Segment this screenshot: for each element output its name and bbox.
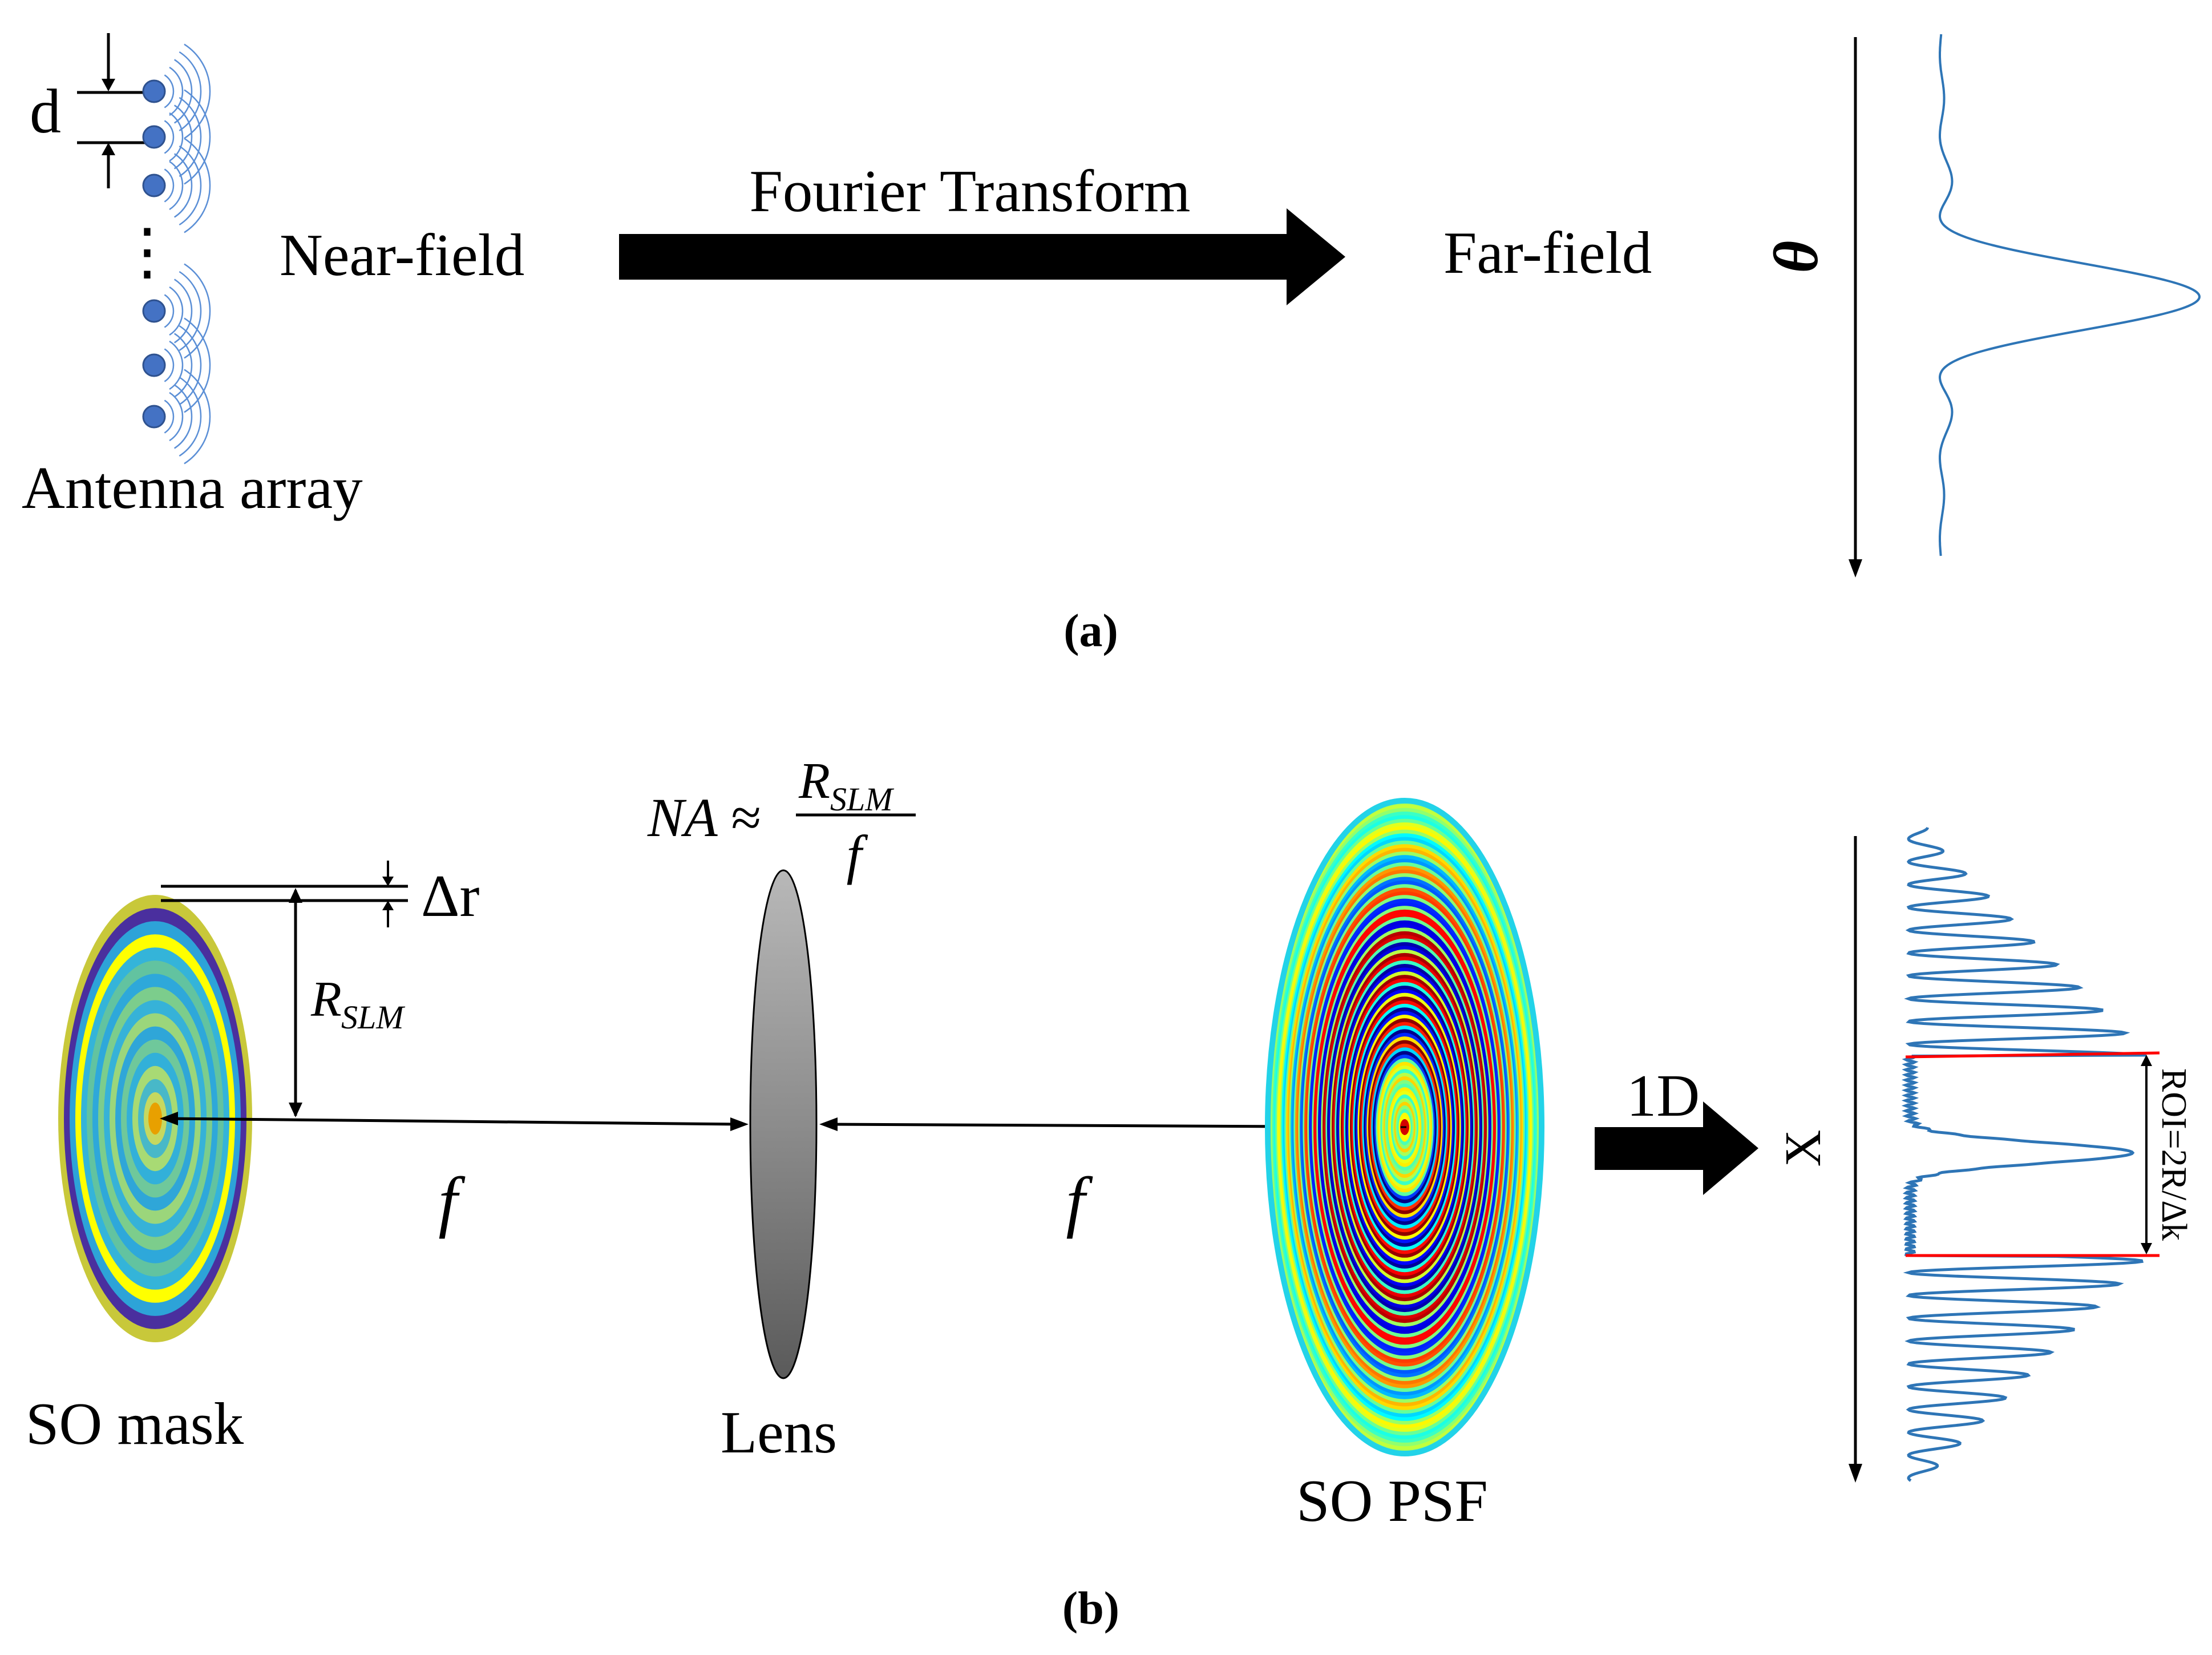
antenna-dot	[142, 405, 166, 429]
theta-axis-label: θ	[1761, 240, 1831, 273]
antenna-dot	[142, 173, 166, 197]
near-field-label: Near-field	[280, 221, 524, 288]
wave-arc	[169, 66, 184, 116]
one-d-label: 1D	[1627, 1062, 1700, 1129]
antenna-dot	[142, 125, 166, 149]
wave-arc	[169, 340, 184, 390]
radius-sub: SLM	[341, 999, 405, 1036]
wave-arc	[179, 96, 202, 177]
na-denominator: f	[847, 824, 868, 885]
wave-arc	[173, 384, 193, 449]
fourier-transform-arrow	[619, 208, 1345, 305]
focal-length-right: f	[1066, 1163, 1093, 1239]
wave-arc	[164, 348, 175, 382]
wave-arc	[184, 89, 211, 185]
so-mask	[58, 895, 252, 1342]
delta-r-label: Δr	[421, 862, 480, 929]
wave-arc	[184, 369, 211, 465]
wave-arc	[184, 317, 211, 413]
one-d-arrow	[1595, 1101, 1758, 1195]
antenna-element	[142, 89, 211, 185]
antenna-dot	[142, 79, 166, 103]
antenna-element	[142, 369, 211, 465]
wave-arc	[164, 399, 175, 434]
panel-b: NA ≈ R SLM f Δr R SLM	[26, 753, 2193, 1634]
psf-rim	[1265, 798, 1544, 1456]
panel-a-label: (a)	[1063, 604, 1118, 656]
antenna-array-label: Antenna array	[22, 454, 363, 521]
radius-label: R	[310, 972, 342, 1027]
wave-arc	[169, 112, 184, 162]
fourier-transform-label: Fourier Transform	[750, 158, 1191, 224]
far-field-label: Far-field	[1443, 219, 1652, 286]
wave-arc	[173, 104, 193, 169]
wave-arc	[164, 294, 175, 328]
na-numerator-sub: SLM	[830, 781, 894, 818]
wave-arc	[173, 278, 193, 344]
spacing-marker: d	[30, 33, 151, 188]
wave-arc	[184, 138, 211, 233]
antenna-dot	[142, 299, 166, 323]
dimension-markers: Δr R SLM	[161, 861, 480, 1117]
wave-arc	[173, 59, 193, 124]
wave-arc	[164, 168, 175, 203]
focal-length-left: f	[438, 1163, 466, 1239]
mask-center	[148, 1103, 162, 1135]
wave-arc	[179, 271, 202, 352]
antenna-dot	[142, 353, 166, 377]
antenna-element	[142, 138, 211, 233]
panel-b-label: (b)	[1062, 1582, 1119, 1634]
x-axis-label: X	[1775, 1130, 1831, 1167]
na-formula: NA ≈ R SLM f	[647, 753, 916, 885]
antenna-array	[142, 43, 211, 465]
roi-label: ROI=2R/Δk	[2154, 1068, 2193, 1241]
so-psf-label: SO PSF	[1296, 1467, 1488, 1534]
wave-arc	[179, 325, 202, 406]
wave-arc	[173, 153, 193, 218]
wave-arc	[164, 120, 175, 154]
wave-arc	[179, 145, 202, 226]
vertical-ellipsis: ⋮	[116, 217, 179, 286]
lens	[749, 869, 818, 1379]
antenna-element	[142, 263, 211, 359]
wave-arc	[184, 43, 211, 139]
so-mask-label: SO mask	[26, 1390, 244, 1457]
na-numerator: R	[798, 753, 830, 809]
roi-top-line	[1905, 1051, 2160, 1059]
psf-profile-curve	[1901, 827, 2146, 1482]
wave-arc	[169, 391, 184, 442]
wave-arc	[164, 74, 175, 108]
wave-arc	[169, 160, 184, 211]
wave-arc	[169, 286, 184, 336]
wave-arc	[179, 376, 202, 457]
spacing-label: d	[30, 76, 61, 146]
far-field-pattern-curve	[1939, 34, 2201, 556]
panel-a: d ⋮ Antenna array Near-field Fourier Tra…	[22, 33, 2201, 656]
na-lhs: NA ≈	[647, 787, 761, 848]
lens-label: Lens	[721, 1399, 837, 1466]
wave-arc	[184, 263, 211, 359]
antenna-element	[142, 43, 211, 139]
